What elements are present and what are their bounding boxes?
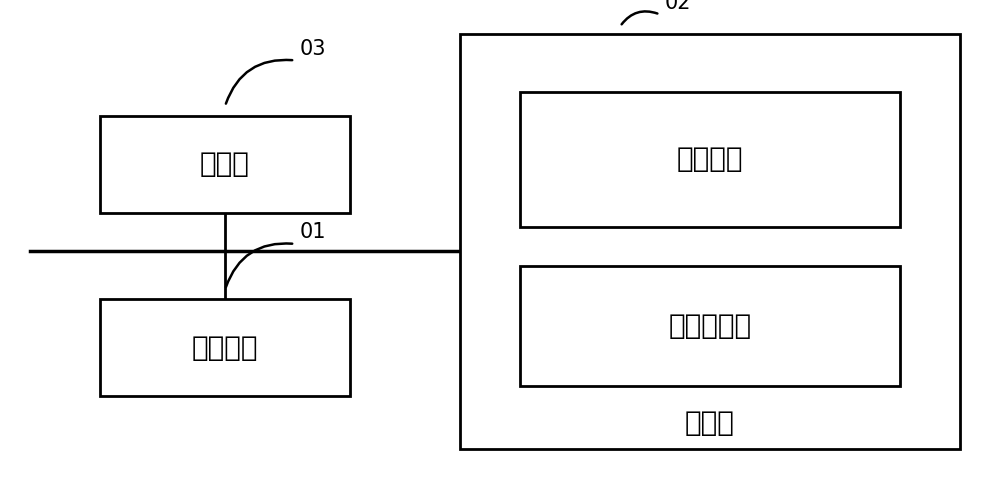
Bar — [520, 266, 900, 386]
Text: 通信模块: 通信模块 — [192, 334, 258, 362]
Text: 处理器: 处理器 — [200, 150, 250, 178]
Text: 操作系统: 操作系统 — [677, 145, 743, 173]
Text: 02: 02 — [665, 0, 692, 13]
Bar — [100, 116, 350, 213]
Text: 01: 01 — [300, 223, 326, 242]
Text: 存储器: 存储器 — [685, 409, 735, 437]
Bar — [460, 34, 960, 449]
Text: 03: 03 — [300, 39, 326, 59]
Text: 计算机程序: 计算机程序 — [668, 312, 752, 340]
Bar — [100, 299, 350, 396]
Bar — [520, 92, 900, 227]
